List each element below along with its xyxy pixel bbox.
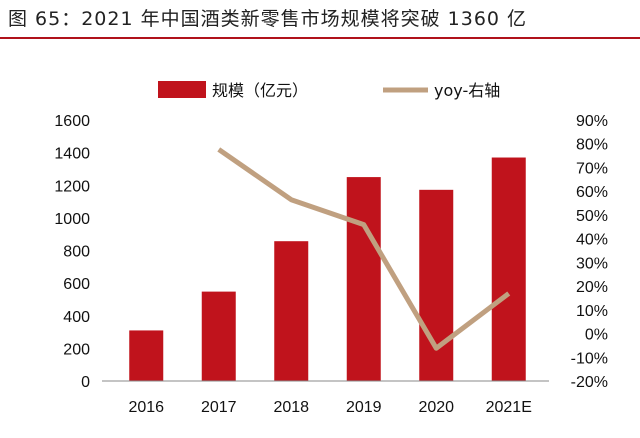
right-tick-label: -20% (571, 374, 608, 391)
legend-line-label: yoy-右轴 (434, 81, 500, 100)
right-tick-label: 40% (576, 232, 608, 249)
left-tick-label: 1200 (54, 178, 90, 195)
left-tick-label: 400 (63, 309, 90, 326)
bar (419, 189, 454, 381)
bar-series (129, 157, 526, 381)
right-tick-label: 60% (576, 184, 608, 201)
legend-bar-label: 规模（亿元） (212, 81, 308, 100)
x-tick-label: 2018 (273, 399, 309, 416)
right-tick-label: 90% (576, 113, 608, 130)
right-axis-ticks: -20% -10% 0% 10% 20% 30% 40% 50% 60% 70% 80% 90% (571, 113, 608, 391)
bar (491, 157, 526, 381)
right-tick-label: 80% (576, 137, 608, 154)
left-tick-label: 0 (81, 374, 90, 391)
x-axis-ticks: 2016 2017 2018 2019 2020 2021E (128, 399, 531, 416)
watermark: 头条 @管是 (550, 414, 624, 431)
right-tick-label: 50% (576, 208, 608, 225)
x-tick-label: 2019 (346, 399, 382, 416)
bar (201, 291, 236, 381)
right-tick-label: 30% (576, 255, 608, 272)
right-tick-label: 10% (576, 303, 608, 320)
legend: 规模（亿元） yoy-右轴 (158, 81, 500, 100)
x-tick-label: 2016 (128, 399, 164, 416)
legend-bar-swatch (158, 81, 206, 98)
left-tick-label: 600 (63, 276, 90, 293)
right-tick-label: 70% (576, 160, 608, 177)
right-tick-label: 20% (576, 279, 608, 296)
left-tick-label: 200 (63, 341, 90, 358)
yoy-line (217, 147, 511, 351)
left-tick-label: 1600 (54, 113, 90, 130)
x-tick-label: 2021E (486, 399, 532, 416)
left-axis-ticks: 0 200 400 600 800 1000 1200 1400 1600 (54, 113, 90, 391)
page-title: 图 65：2021 年中国酒类新零售市场规模将突破 1360 亿 (8, 8, 528, 30)
bar (274, 241, 309, 381)
right-tick-label: 0% (585, 327, 608, 344)
left-tick-label: 1400 (54, 146, 90, 163)
bar (129, 330, 164, 381)
title-divider (0, 37, 640, 39)
x-tick-label: 2020 (418, 399, 454, 416)
left-tick-label: 1000 (54, 211, 90, 228)
left-tick-label: 800 (63, 244, 90, 261)
bar (346, 177, 381, 381)
x-tick-label: 2017 (201, 399, 237, 416)
right-tick-label: -10% (571, 350, 608, 367)
